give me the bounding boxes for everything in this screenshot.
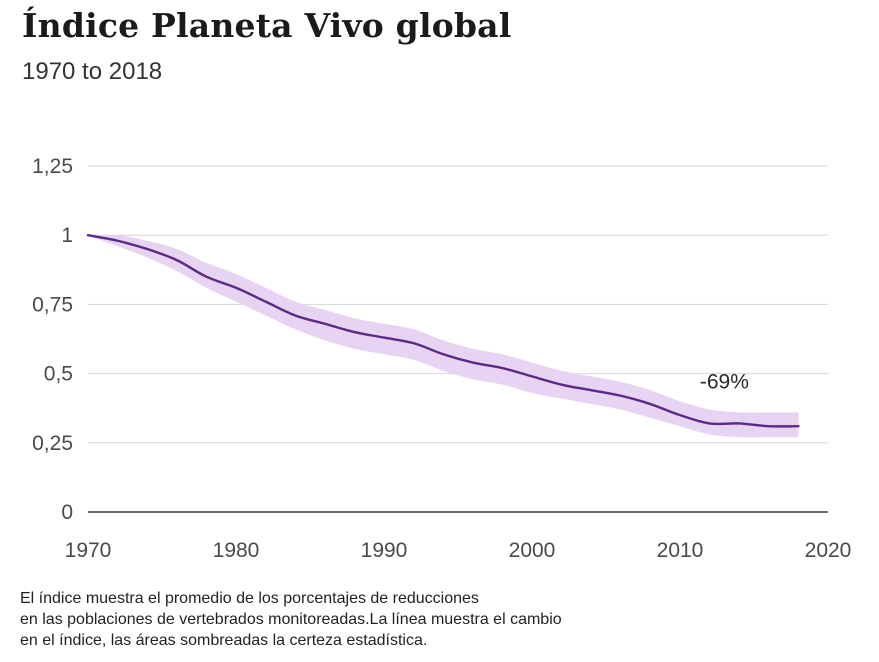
change-annotation: -69% — [700, 370, 749, 393]
confidence-band — [88, 234, 799, 438]
x-tick-label: 1970 — [65, 539, 112, 562]
y-tick-label: 0,25 — [32, 432, 73, 455]
footnote-line: en las poblaciones de vertebrados monito… — [20, 611, 562, 628]
chart-footnote: El índice muestra el promedio de los por… — [20, 588, 780, 651]
x-tick-label: 2010 — [657, 539, 704, 562]
chart-subtitle: 1970 to 2018 — [22, 58, 163, 85]
footnote-line: en el índice, las áreas sombreadas la ce… — [20, 632, 428, 649]
x-tick-label: 1980 — [213, 539, 260, 562]
y-tick-label: 0 — [61, 501, 73, 524]
x-tick-label: 1990 — [361, 539, 408, 562]
footnote-line: El índice muestra el promedio de los por… — [20, 590, 479, 607]
y-tick-label: 0,5 — [44, 363, 73, 386]
y-tick-label: 1 — [61, 224, 73, 247]
chart-title: Índice Planeta Vivo global — [22, 6, 512, 45]
y-tick-label: 1,25 — [32, 155, 73, 178]
line-chart: 0 0,25 0,5 0,75 1 1,25 1970 1980 1990 2000 2010 202… — [32, 155, 852, 562]
x-tick-label: 2000 — [509, 539, 556, 562]
index-line — [86, 234, 800, 428]
x-tick-label: 2020 — [805, 539, 852, 562]
y-tick-label: 0,75 — [32, 293, 73, 316]
